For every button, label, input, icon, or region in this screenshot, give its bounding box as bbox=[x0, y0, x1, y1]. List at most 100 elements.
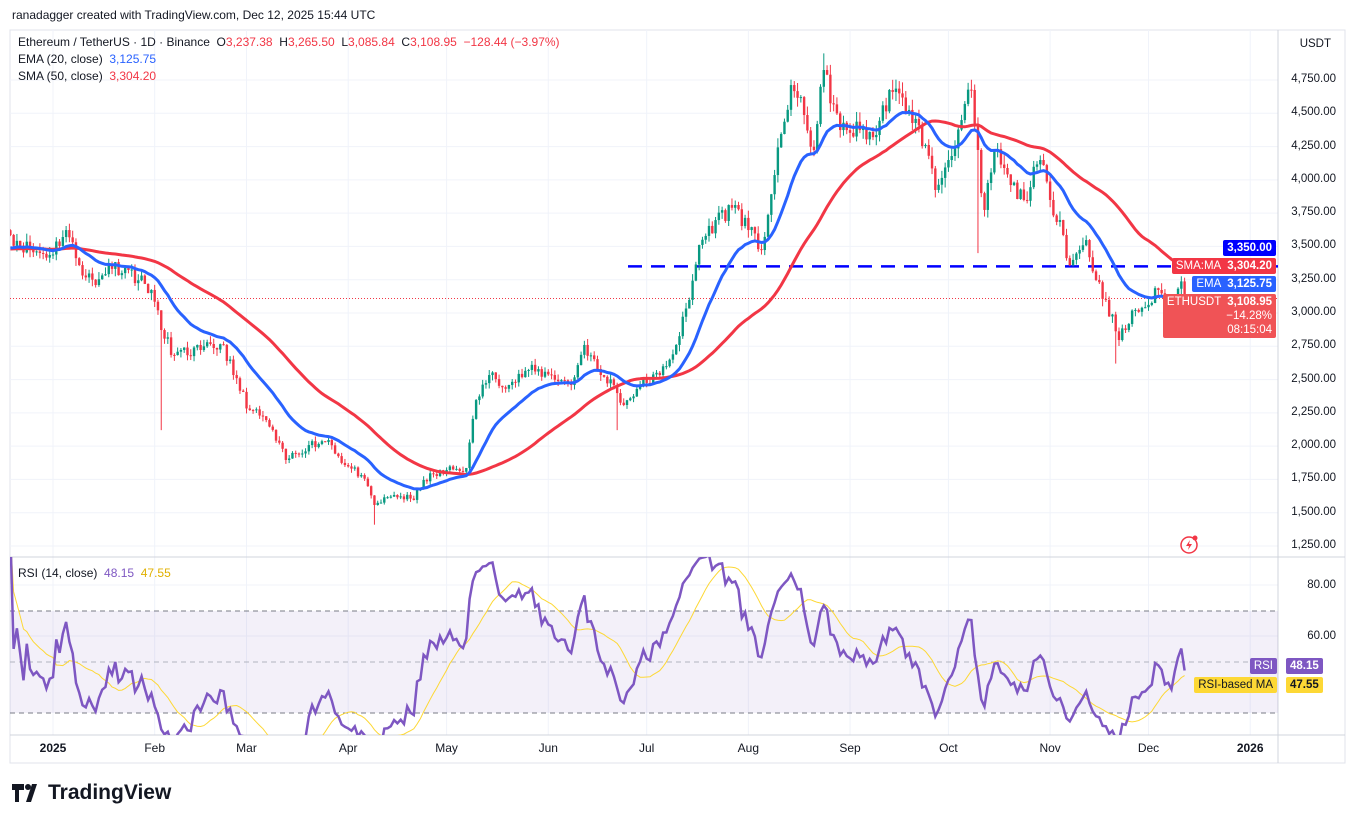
candle-body bbox=[717, 212, 721, 221]
candle-body bbox=[107, 265, 110, 275]
rsi-badge: 48.15 bbox=[1286, 658, 1323, 674]
candle-body bbox=[1147, 304, 1150, 308]
candle-body bbox=[1107, 299, 1111, 317]
candle-body bbox=[205, 342, 209, 347]
currency-label[interactable]: USDT bbox=[1299, 38, 1331, 50]
time-tick: 2026 bbox=[1236, 741, 1264, 755]
candle-body bbox=[38, 251, 42, 254]
candle-body bbox=[943, 167, 947, 178]
candle-body bbox=[386, 497, 389, 499]
symbol-legend[interactable]: Ethereum / TetherUS · 1D · Binance O3,23… bbox=[18, 35, 560, 49]
candle-body bbox=[488, 375, 491, 384]
candle-body bbox=[91, 273, 94, 280]
candle-body bbox=[45, 253, 48, 258]
candle-body bbox=[924, 144, 927, 147]
price-tick: 2,000.00 bbox=[1291, 439, 1336, 452]
candle-body bbox=[271, 426, 274, 430]
candle-body bbox=[871, 131, 875, 138]
candle-body bbox=[1157, 288, 1160, 290]
candle-body bbox=[921, 125, 924, 147]
candle-body bbox=[727, 205, 730, 221]
candle-body bbox=[632, 396, 635, 399]
ema-legend[interactable]: EMA (20, close) 3,125.75 bbox=[18, 52, 156, 66]
candle-body bbox=[960, 120, 963, 130]
candle-body bbox=[166, 337, 169, 339]
candle-body bbox=[1134, 309, 1137, 311]
candle-body bbox=[668, 359, 671, 367]
candle-body bbox=[61, 237, 65, 246]
candle-body bbox=[373, 495, 376, 505]
sma-legend[interactable]: SMA (50, close) 3,304.20 bbox=[18, 69, 156, 83]
candle-body bbox=[143, 275, 147, 284]
candle-body bbox=[74, 242, 78, 259]
candle-body bbox=[661, 366, 665, 376]
candle-body bbox=[1058, 220, 1062, 222]
candle-body bbox=[97, 279, 101, 286]
candle-body bbox=[865, 127, 868, 140]
candle-body bbox=[497, 379, 501, 386]
candle-body bbox=[622, 402, 625, 405]
candle-body bbox=[87, 273, 91, 278]
candle-body bbox=[192, 347, 196, 357]
candle-body bbox=[966, 89, 970, 104]
candle-body bbox=[481, 384, 484, 397]
sma-label: SMA (50, close) bbox=[18, 69, 103, 83]
candle-body bbox=[629, 398, 632, 401]
candle-body bbox=[1009, 174, 1012, 186]
candle-body bbox=[261, 415, 265, 417]
candle-body bbox=[832, 103, 835, 105]
candles bbox=[10, 53, 1186, 525]
candle-body bbox=[547, 371, 550, 375]
symbol-name: ETHUSDT bbox=[1166, 296, 1222, 308]
candle-body bbox=[212, 344, 215, 348]
candle-body bbox=[1114, 314, 1117, 332]
candle-body bbox=[586, 344, 589, 356]
candle-body bbox=[396, 494, 399, 498]
candle-body bbox=[343, 462, 347, 466]
candle-body bbox=[130, 269, 133, 271]
candle-body bbox=[163, 330, 166, 339]
sma-badge-value: 3,304.20 bbox=[1227, 260, 1272, 272]
candle-body bbox=[238, 378, 242, 391]
candle-body bbox=[825, 70, 829, 75]
candle-body bbox=[989, 172, 993, 183]
candle-body bbox=[458, 468, 461, 471]
candle-body bbox=[245, 391, 248, 409]
rsi-legend[interactable]: RSI (14, close) 48.15 47.55 bbox=[18, 566, 171, 580]
candle-body bbox=[465, 467, 468, 472]
candle-body bbox=[301, 453, 304, 455]
candle-body bbox=[839, 113, 842, 131]
candle-body bbox=[317, 443, 320, 448]
candle-body bbox=[556, 379, 560, 382]
candle-body bbox=[287, 458, 291, 460]
price-tick: 3,750.00 bbox=[1291, 206, 1336, 219]
candle-body bbox=[809, 130, 812, 147]
candle-body bbox=[615, 385, 619, 394]
candle-body bbox=[619, 393, 622, 403]
candle-body bbox=[537, 369, 540, 372]
ema-badge-value: 3,125.75 bbox=[1227, 278, 1272, 290]
ema-name: EMA bbox=[1196, 278, 1222, 290]
candle-body bbox=[127, 267, 130, 270]
candle-body bbox=[294, 452, 297, 454]
time-tick: Nov bbox=[1039, 741, 1061, 755]
candle-body bbox=[248, 408, 251, 411]
candle-body bbox=[884, 105, 888, 112]
time-tick: Mar bbox=[236, 741, 257, 755]
flash-icon[interactable] bbox=[1180, 535, 1198, 554]
candle-body bbox=[514, 381, 517, 383]
candle-body bbox=[1117, 331, 1121, 341]
candle-body bbox=[35, 251, 38, 253]
symbol-title: Ethereum / TetherUS · 1D · Binance bbox=[18, 35, 210, 49]
candle-body bbox=[789, 85, 793, 110]
price-tick: 1,250.00 bbox=[1291, 538, 1336, 551]
candle-body bbox=[973, 89, 976, 124]
candle-body bbox=[934, 168, 937, 190]
candle-body bbox=[881, 105, 885, 121]
candle-body bbox=[1035, 164, 1039, 167]
candle-body bbox=[268, 420, 271, 427]
open-label: O bbox=[216, 35, 226, 49]
candle-body bbox=[150, 289, 153, 294]
ema-badge: EMA 3,125.75 bbox=[1192, 276, 1276, 292]
